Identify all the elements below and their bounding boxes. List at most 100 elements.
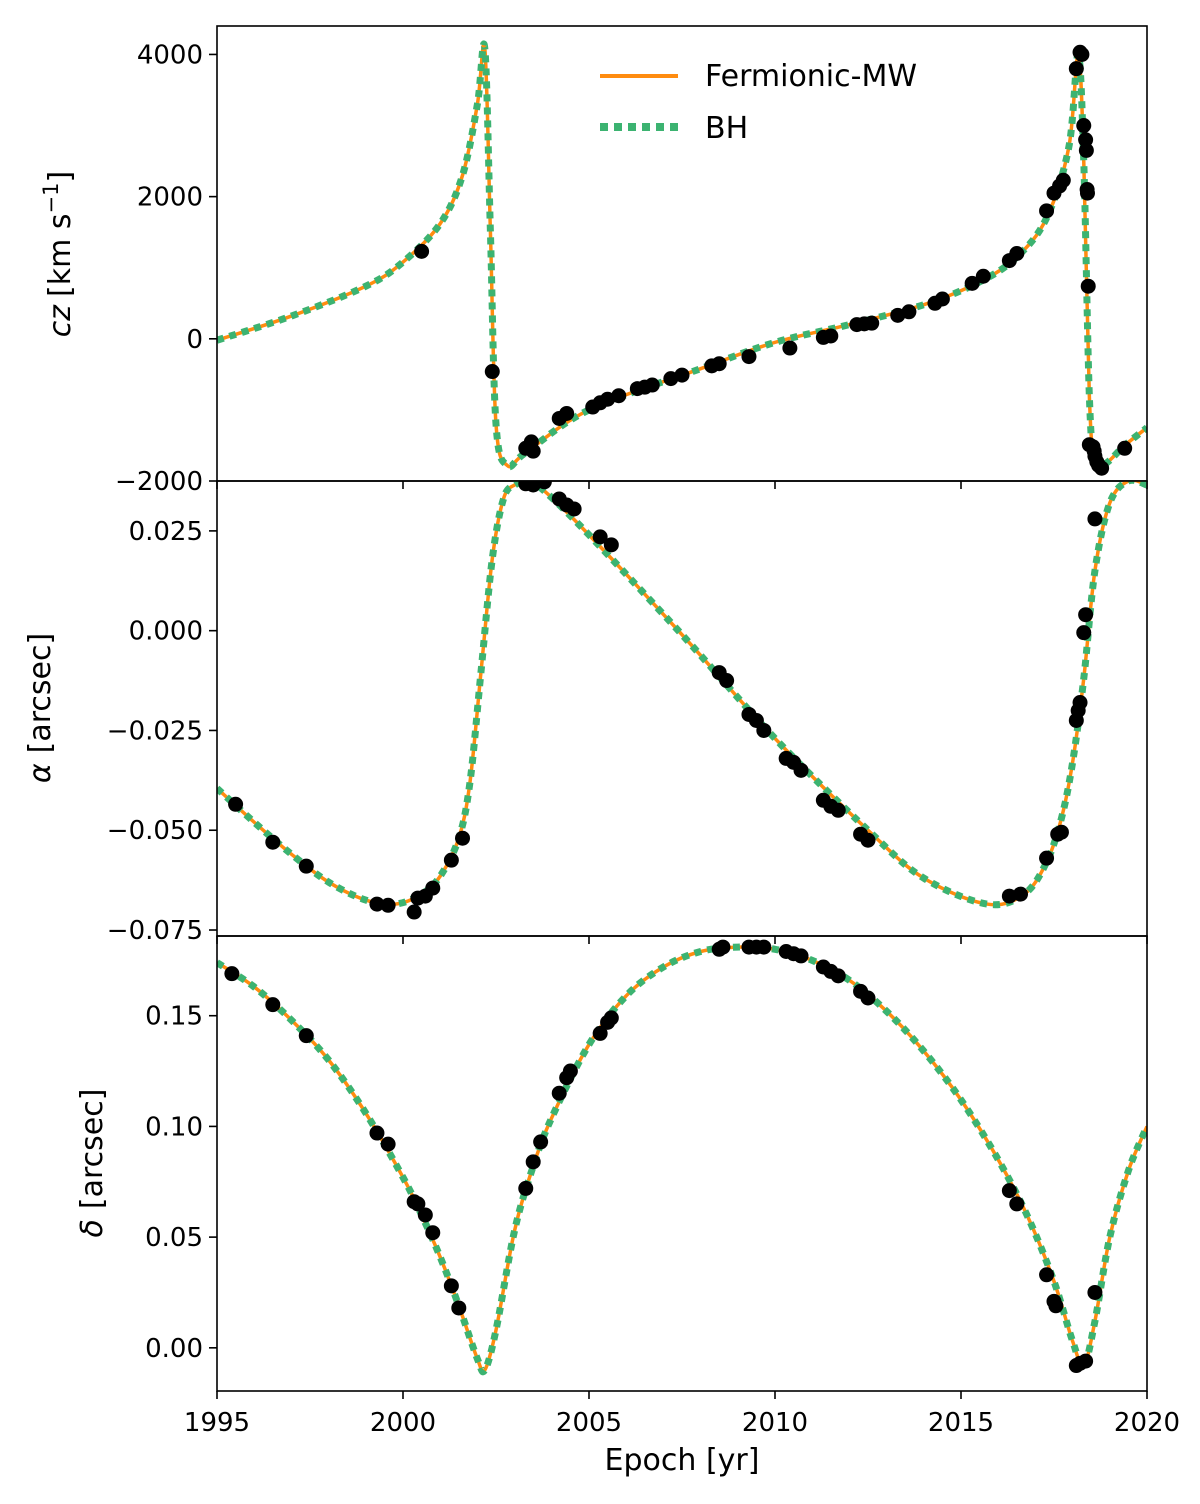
cz-unit: [km s <box>43 213 78 296</box>
alpha-y-tick-label: 0.025 <box>129 517 203 547</box>
x-tick-label: 1995 <box>184 1408 250 1438</box>
x-axis-label: Epoch [yr] <box>605 1443 760 1478</box>
cz-data-point <box>741 349 757 365</box>
cz-unit-exponent: −1 <box>39 183 63 214</box>
alpha-data-point <box>228 796 244 812</box>
panel-1-y-ticks: −0.075 −0.050 −0.025 0.000 0.025 <box>107 517 217 946</box>
delta-data-point <box>518 1180 534 1196</box>
alpha-data-point <box>406 904 422 920</box>
panel-2-frame <box>216 935 1148 1392</box>
x-tick-label: 2020 <box>1114 1408 1180 1438</box>
alpha-data-point <box>298 858 314 874</box>
cz-data-point <box>1009 246 1025 261</box>
panel-2-plot-area <box>217 939 1147 1376</box>
delta-data-point <box>1087 1284 1103 1300</box>
delta-data-point <box>369 1125 385 1141</box>
delta-y-tick-label: 0.10 <box>145 1112 203 1142</box>
x-tick-label: 2000 <box>370 1408 436 1438</box>
delta-data-point <box>860 990 876 1006</box>
alpha-data-point <box>265 834 281 850</box>
delta-data-point <box>592 1025 608 1041</box>
delta-y-tick-label: 0.05 <box>145 1223 203 1253</box>
x-tick-labels: 1995 2000 2005 2010 2015 2020 <box>184 1408 1180 1438</box>
cz-data-point <box>1074 46 1090 62</box>
panel-0-y-axis-label: cz [km s−1] <box>39 171 78 337</box>
alpha-data-point <box>1087 511 1103 527</box>
alpha-data-point <box>830 802 846 818</box>
delta-data-point <box>1001 1183 1017 1199</box>
alpha-y-tick-label: −0.075 <box>107 916 203 946</box>
panel-1-y-axis-label: α [arcsec] <box>23 633 58 783</box>
cz-data-point <box>1079 185 1095 201</box>
cz-data-point <box>414 243 430 259</box>
delta-data-point <box>298 1028 314 1044</box>
legend-fermionic-label: Fermionic-MW <box>705 59 917 94</box>
delta-data-point <box>443 1278 459 1294</box>
panel-radial-velocity: −2000 0 2000 4000 cz [km s−1] Fermionic-MW B… <box>39 25 1148 497</box>
alpha-data-point <box>536 481 552 490</box>
alpha-data-point <box>369 896 385 912</box>
delta-data-point <box>451 1300 467 1316</box>
alpha-data-point <box>425 880 441 896</box>
cz-data-point <box>559 405 575 421</box>
legend: Fermionic-MW BH <box>600 59 917 146</box>
delta-data-point <box>830 968 846 984</box>
cz-data-point <box>644 377 660 393</box>
cz-data-point <box>674 367 690 383</box>
delta-data-point <box>603 1010 619 1026</box>
panel-0-plot-area <box>217 40 1147 476</box>
alpha-data-point <box>1072 695 1088 711</box>
alpha-data-point <box>719 673 735 689</box>
alpha-data-point <box>525 481 541 493</box>
delta-data-point <box>380 1136 396 1152</box>
alpha-data-point <box>1053 824 1069 840</box>
alpha-y-tick-label: 0.000 <box>129 617 203 647</box>
cz-data-point <box>1078 132 1094 148</box>
cz-y-tick-label: 4000 <box>137 40 203 70</box>
cz-data-point <box>864 315 880 331</box>
cz-data-point <box>484 364 500 380</box>
delta-data-point <box>1048 1298 1064 1314</box>
legend-bh-label: BH <box>705 111 748 146</box>
alpha-data-point <box>592 529 608 545</box>
cz-y-tick-label: −2000 <box>115 467 203 497</box>
alpha-data-point <box>860 832 876 848</box>
delta-data-point <box>425 1225 441 1241</box>
cz-data-point <box>964 275 980 291</box>
x-tick-label: 2015 <box>928 1408 994 1438</box>
alpha-data-point <box>1013 886 1029 902</box>
x-tick-label: 2005 <box>556 1408 622 1438</box>
delta-data-point <box>265 997 281 1013</box>
alpha-unit: [arcsec] <box>23 633 58 754</box>
alpha-data-point <box>793 762 809 778</box>
alpha-data-point <box>756 722 772 738</box>
alpha-data-point <box>455 830 471 846</box>
cz-data-point <box>1117 440 1133 456</box>
alpha-data-point <box>1039 850 1055 866</box>
delta-data-point <box>715 939 731 955</box>
delta-data-point <box>793 948 809 964</box>
panel-2-y-ticks: 0.00 0.05 0.10 0.15 <box>145 1002 217 1364</box>
cz-data-point <box>823 328 839 344</box>
panel-0-y-ticks: −2000 0 2000 4000 <box>115 40 217 497</box>
cz-data-point <box>1055 172 1071 188</box>
cz-unit-close: ] <box>43 171 78 183</box>
delta-symbol: δ <box>75 1219 110 1237</box>
alpha-data-point <box>1001 888 1017 904</box>
cz-data-point <box>782 340 798 356</box>
cz-data-point <box>1080 278 1096 294</box>
delta-data-point <box>756 939 772 955</box>
alpha-series-fermionic-mw-line <box>217 481 1147 907</box>
delta-y-tick-label: 0.00 <box>145 1334 203 1364</box>
cz-symbol: cz <box>43 304 78 337</box>
x-tick-label: 2010 <box>742 1408 808 1438</box>
alpha-y-tick-label: −0.050 <box>107 816 203 846</box>
delta-data-point <box>525 1154 541 1170</box>
delta-data-point <box>1078 1353 1094 1369</box>
cz-y-tick-label: 0 <box>186 325 203 355</box>
cz-data-point <box>975 268 991 284</box>
cz-data-point <box>1039 203 1055 219</box>
cz-data-point <box>1078 142 1094 158</box>
